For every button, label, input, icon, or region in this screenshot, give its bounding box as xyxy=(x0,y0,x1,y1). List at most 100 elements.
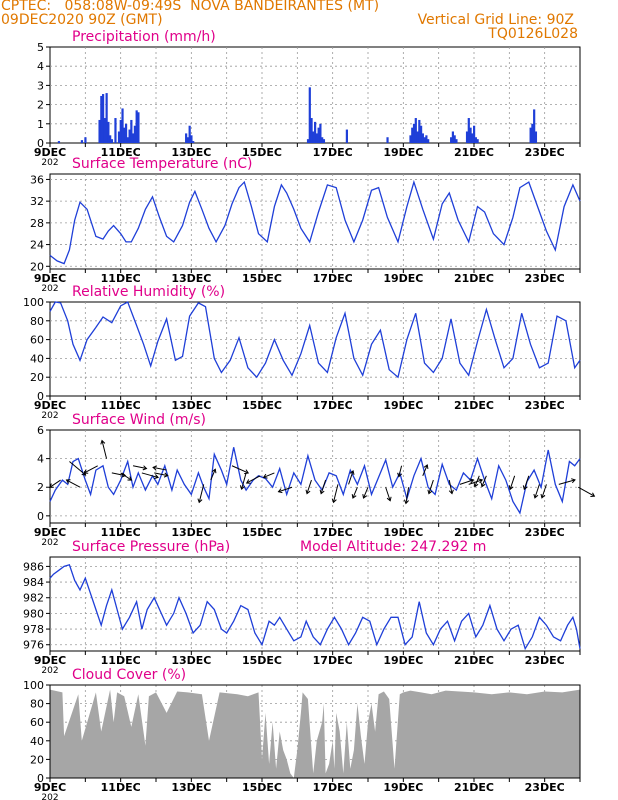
x-tick-label: 19DEC xyxy=(383,146,423,159)
precip-bar xyxy=(186,137,189,143)
y-tick-label: 986 xyxy=(23,560,44,573)
wind-arrow-shaft xyxy=(523,475,530,490)
wind-arrow-head xyxy=(152,465,157,471)
x-tick-label: 15DEC xyxy=(242,526,282,539)
x-tick-label: 13DEC xyxy=(171,272,211,285)
wind-arrow-head xyxy=(262,473,268,479)
wind-arrow-shaft xyxy=(141,472,159,478)
wind-arrow-shaft xyxy=(111,472,126,477)
header-model-code: TQ0126L028 xyxy=(488,26,578,42)
wind-arrow-shaft xyxy=(120,472,132,481)
wind-arrow-head xyxy=(480,482,486,488)
y-tick-label: 40 xyxy=(30,735,44,748)
wind-arrow-shaft xyxy=(481,475,487,487)
precip-bar xyxy=(119,119,122,143)
precip-bar xyxy=(531,123,534,143)
precip-bar xyxy=(465,131,469,143)
y-tick-label: 978 xyxy=(23,623,44,636)
wind-arrow-shaft xyxy=(398,465,403,477)
y-tick-label: 32 xyxy=(30,195,44,208)
panel-title: Surface Wind (m/s) xyxy=(72,412,206,428)
y-tick-label: 36 xyxy=(30,173,44,186)
wind-arrow-shaft xyxy=(422,464,428,476)
x-tick-label: 23DEC xyxy=(525,526,565,539)
x-tick-label: 23DEC xyxy=(525,146,565,159)
wind-arrow-head xyxy=(571,478,576,484)
wind-arrow-shaft xyxy=(363,487,369,499)
x-tick-label: 11DEC xyxy=(101,399,141,412)
precip-bar xyxy=(420,125,423,143)
wind-arrow-head xyxy=(590,492,596,497)
x-year-label: 202 xyxy=(41,158,58,168)
x-tick-label: 13DEC xyxy=(171,526,211,539)
wind-arrow-head xyxy=(540,493,546,499)
panel-frame xyxy=(49,301,581,397)
panel-precip xyxy=(46,46,581,147)
precip-bar xyxy=(529,127,532,143)
wind-arrow-head xyxy=(362,494,368,499)
wind-arrow-shaft xyxy=(246,475,261,484)
panel-frame xyxy=(49,684,581,779)
wind-arrow-head xyxy=(448,489,454,495)
x-tick-label: 15DEC xyxy=(242,399,282,412)
y-tick-label: 976 xyxy=(23,639,44,652)
x-tick-label: 21DEC xyxy=(454,654,494,667)
precip-bar xyxy=(409,135,412,143)
panel-rh xyxy=(46,301,581,400)
wind-arrow-shaft xyxy=(448,479,453,494)
wind-arrow-head xyxy=(142,465,148,471)
wind-arrow-shaft xyxy=(49,479,61,488)
wind-arrow-head xyxy=(522,485,528,491)
precip-bar xyxy=(84,137,87,143)
wind-arrow-head xyxy=(239,485,245,490)
y-tick-label: 3 xyxy=(37,79,44,92)
precip-bar xyxy=(474,137,477,143)
panel-title: Precipitation (mm/h) xyxy=(72,29,216,45)
precip-bar xyxy=(105,93,108,143)
wind-arrow-head xyxy=(403,499,409,505)
x-tick-label: 11DEC xyxy=(101,272,141,285)
x-tick-label: 23DEC xyxy=(525,781,565,794)
x-tick-label: 11DEC xyxy=(101,654,141,667)
header-date: 09DEC2020 90Z (GMT) xyxy=(1,12,163,28)
x-tick-label: 19DEC xyxy=(383,272,423,285)
wind-arrow-head xyxy=(508,485,514,491)
x-tick-label: 19DEC xyxy=(383,526,423,539)
wind-arrow-shaft xyxy=(468,479,483,485)
precip-bar xyxy=(418,119,421,143)
precip-bar xyxy=(427,139,430,143)
precip-bar xyxy=(114,118,117,143)
y-tick-label: 28 xyxy=(30,217,44,230)
wind-arrow-head xyxy=(49,483,54,488)
x-year-label: 202 xyxy=(41,411,58,421)
wind-arrow-shaft xyxy=(153,466,167,471)
wind-arrow-head xyxy=(83,469,89,474)
precip-bar xyxy=(321,137,324,143)
precip-bar xyxy=(185,133,188,143)
wind-arrow-shaft xyxy=(101,440,108,459)
y-tick-label: 984 xyxy=(23,576,44,589)
wind-line xyxy=(49,447,581,515)
x-tick-label: 17DEC xyxy=(313,781,353,794)
wind-arrow-head xyxy=(351,494,357,499)
y-tick-label: 980 xyxy=(23,607,44,620)
precip-bar xyxy=(102,94,105,143)
precip-bar xyxy=(133,125,136,143)
precip-bar xyxy=(190,135,193,143)
precip-bar xyxy=(314,121,317,143)
wind-arrow-shaft xyxy=(154,472,168,477)
wind-arrow-head xyxy=(305,489,311,495)
x-tick-label: 9DEC xyxy=(34,272,66,285)
wind-arrow-head xyxy=(154,474,160,480)
wind-arrow-head xyxy=(245,479,251,484)
cloud-area xyxy=(50,689,580,778)
wind-arrow-shaft xyxy=(558,479,576,485)
x-tick-label: 23DEC xyxy=(525,272,565,285)
wind-arrow-head xyxy=(277,488,283,494)
precip-bar xyxy=(80,140,83,143)
wind-arrow-head xyxy=(319,489,325,495)
wind-arrow-head xyxy=(100,439,106,445)
panel-frame xyxy=(49,556,581,652)
precip-bar xyxy=(453,135,456,143)
